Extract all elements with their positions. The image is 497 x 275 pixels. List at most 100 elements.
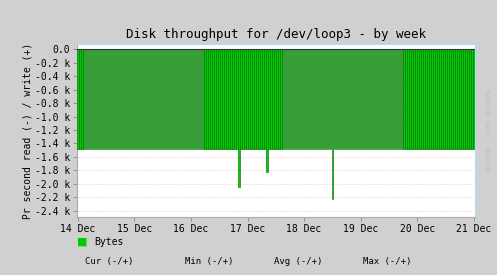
Bar — [408, 50, 409, 149]
Bar — [443, 50, 445, 149]
Bar — [131, 50, 132, 149]
Bar — [252, 50, 253, 149]
Bar — [83, 50, 84, 149]
Bar — [431, 50, 433, 149]
Bar — [145, 50, 146, 149]
Bar — [290, 50, 291, 149]
Bar — [427, 50, 429, 149]
Bar — [334, 50, 335, 149]
Bar — [245, 50, 246, 149]
Bar — [233, 50, 234, 149]
Bar — [231, 50, 232, 149]
Bar — [119, 50, 120, 149]
Bar — [111, 50, 112, 149]
Bar — [229, 50, 230, 149]
Bar — [469, 50, 471, 149]
Bar — [270, 50, 271, 149]
Bar — [248, 50, 249, 149]
Bar — [400, 50, 401, 149]
Bar — [139, 50, 140, 149]
Bar — [165, 50, 166, 149]
Text: ■: ■ — [77, 237, 87, 247]
Bar — [366, 50, 367, 149]
Bar — [328, 50, 330, 149]
Bar — [312, 50, 313, 149]
Bar — [127, 50, 128, 149]
Bar — [180, 50, 182, 149]
Y-axis label: Pr second read (-) / write (+): Pr second read (-) / write (+) — [22, 43, 32, 219]
Bar — [260, 50, 261, 149]
Text: Bytes: Bytes — [94, 237, 124, 247]
Bar — [322, 50, 323, 149]
Bar — [206, 50, 208, 149]
Bar — [445, 50, 447, 149]
Bar — [196, 50, 198, 149]
Bar — [121, 50, 122, 149]
Bar — [188, 50, 190, 149]
Bar — [157, 50, 158, 149]
Bar — [214, 50, 216, 149]
Bar — [266, 50, 267, 172]
Bar — [247, 50, 248, 149]
Bar — [168, 50, 170, 149]
Bar — [439, 50, 441, 149]
Bar — [437, 50, 439, 149]
Text: RRDTOOL / TOBI OETIKER: RRDTOOL / TOBI OETIKER — [486, 89, 491, 172]
Bar — [280, 50, 281, 149]
Bar — [338, 50, 339, 149]
Bar — [316, 50, 317, 149]
Bar — [172, 50, 174, 149]
Bar — [386, 50, 387, 149]
Bar — [278, 50, 279, 149]
Bar — [202, 50, 204, 149]
Bar — [419, 50, 421, 149]
Bar — [364, 50, 365, 149]
Bar — [421, 50, 423, 149]
Bar — [384, 50, 385, 149]
Bar — [473, 50, 475, 149]
Bar — [186, 50, 188, 149]
Bar — [356, 50, 357, 149]
Bar — [137, 50, 138, 149]
Bar — [306, 50, 307, 149]
Bar — [346, 50, 347, 149]
Bar — [93, 50, 94, 149]
Bar — [308, 50, 309, 149]
Bar — [282, 50, 283, 149]
Bar — [237, 50, 238, 149]
Bar — [222, 50, 224, 149]
Bar — [461, 50, 463, 149]
Bar — [392, 50, 393, 149]
Bar — [109, 50, 110, 149]
Bar — [235, 50, 236, 149]
Bar — [435, 50, 437, 149]
Bar — [79, 50, 81, 149]
Text: Min (-/+): Min (-/+) — [184, 257, 233, 266]
Bar — [174, 50, 176, 149]
Bar — [192, 50, 194, 149]
Bar — [396, 50, 397, 149]
Bar — [453, 50, 455, 149]
Bar — [129, 50, 130, 149]
Bar — [210, 50, 212, 149]
Bar — [380, 50, 381, 149]
Bar — [184, 50, 186, 149]
Bar — [412, 50, 413, 149]
Bar — [302, 50, 303, 149]
Bar — [284, 50, 285, 149]
Bar — [410, 50, 411, 149]
Bar — [141, 50, 142, 149]
Bar — [101, 50, 102, 149]
Bar — [239, 50, 240, 187]
Bar — [374, 50, 375, 149]
Bar — [89, 50, 90, 149]
Bar — [143, 50, 144, 149]
Bar — [417, 50, 419, 149]
Bar — [288, 50, 289, 149]
Bar — [264, 50, 265, 149]
Bar — [135, 50, 136, 149]
Bar — [318, 50, 319, 149]
Bar — [298, 50, 299, 149]
Bar — [151, 50, 152, 149]
Bar — [294, 50, 295, 149]
